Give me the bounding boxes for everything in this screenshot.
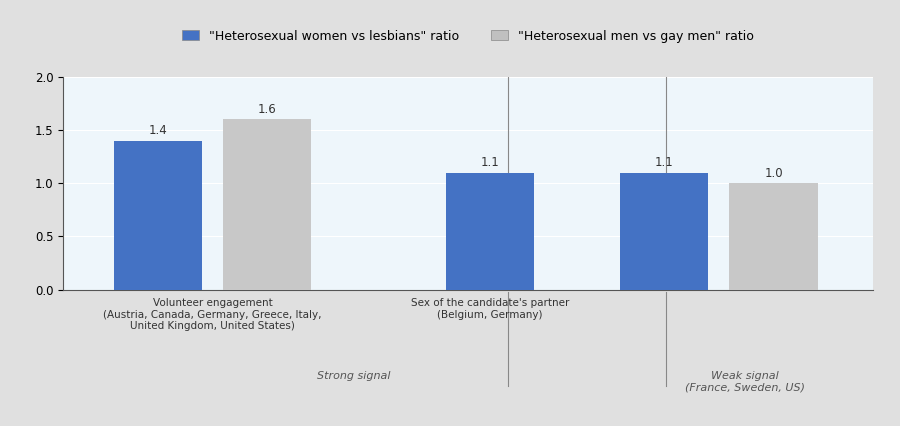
Text: Sex of the candidate's partner
(Belgium, Germany): Sex of the candidate's partner (Belgium,… (410, 298, 569, 320)
Text: 1.1: 1.1 (655, 156, 674, 169)
Text: 1.4: 1.4 (148, 124, 167, 137)
Bar (620, 173, 708, 290)
Legend: "Heterosexual women vs lesbians" ratio, "Heterosexual men vs gay men" ratio: "Heterosexual women vs lesbians" ratio, … (176, 23, 760, 49)
Text: Strong signal: Strong signal (317, 371, 391, 380)
Text: Volunteer engagement
(Austria, Canada, Germany, Greece, Italy,
United Kingdom, U: Volunteer engagement (Austria, Canada, G… (104, 298, 322, 331)
Text: 1.6: 1.6 (258, 103, 276, 116)
Text: Weak signal
(France, Sweden, US): Weak signal (France, Sweden, US) (685, 371, 806, 392)
Bar (223, 119, 311, 290)
Text: 1.1: 1.1 (481, 156, 500, 169)
Text: 1.0: 1.0 (764, 167, 783, 180)
Bar (730, 183, 817, 290)
Bar (114, 141, 202, 290)
Bar (446, 173, 534, 290)
